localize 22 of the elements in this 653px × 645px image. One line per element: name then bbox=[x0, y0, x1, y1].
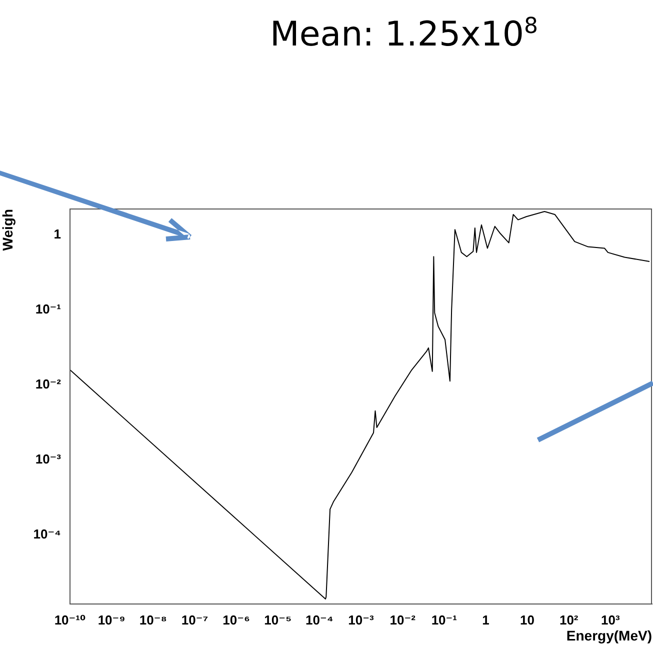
x-tick-label: 10⁻⁹ bbox=[98, 612, 126, 628]
x-tick-label: 10³ bbox=[601, 612, 620, 628]
x-tick-label: 10⁻⁵ bbox=[264, 612, 292, 628]
x-tick-label: 10⁻⁷ bbox=[181, 612, 208, 628]
x-tick-label: 10⁻⁶ bbox=[222, 612, 250, 628]
y-tick-label: 10⁻³ bbox=[35, 451, 62, 466]
text: Mean: 1.25x10$^{8}$ bbox=[270, 14, 538, 54]
x-tick-label: 10⁻¹⁰ bbox=[54, 612, 86, 628]
x-axis-title: Energy(MeV) bbox=[566, 627, 652, 644]
x-tick-label: 10⁻¹ bbox=[431, 612, 457, 628]
y-tick-label: 10⁻⁴ bbox=[33, 526, 61, 542]
x-tick-label: 10 bbox=[520, 612, 535, 628]
y-tick-label: 10⁻² bbox=[35, 376, 62, 392]
x-tick-label: 10² bbox=[559, 612, 579, 628]
x-tick-label: 1 bbox=[482, 612, 490, 628]
y-axis-title: Weigh bbox=[0, 209, 16, 251]
x-tick-label: 10⁻² bbox=[390, 612, 416, 628]
y-tick-label: 10⁻¹ bbox=[35, 301, 61, 316]
x-tick-label: 10⁻³ bbox=[348, 612, 374, 628]
y-tick-label: 1 bbox=[54, 226, 61, 242]
x-tick-label: 10⁻⁸ bbox=[139, 612, 167, 628]
x-tick-label: 10⁻⁴ bbox=[306, 612, 334, 628]
